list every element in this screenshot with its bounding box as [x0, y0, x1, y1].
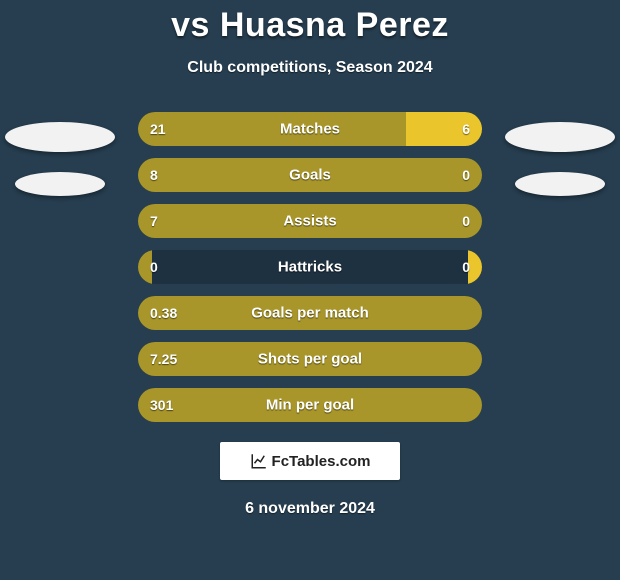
stat-row: 00Hattricks — [138, 250, 482, 284]
stat-bar-left — [138, 296, 482, 330]
stat-row: 80Goals — [138, 158, 482, 192]
player-right-avatar — [505, 122, 615, 152]
stat-bar-right — [468, 250, 482, 284]
stat-row: 0.38Goals per match — [138, 296, 482, 330]
stat-row: 216Matches — [138, 112, 482, 146]
page-subtitle: Club competitions, Season 2024 — [0, 59, 620, 77]
stat-row: 70Assists — [138, 204, 482, 238]
player-right-team-badge — [515, 172, 605, 196]
player-left-avatar — [5, 122, 115, 152]
player-left-team-badge — [15, 172, 105, 196]
stat-bar-left — [138, 342, 482, 376]
branding-text: FcTables.com — [272, 453, 371, 470]
stat-row: 301Min per goal — [138, 388, 482, 422]
stat-bar-left — [138, 112, 406, 146]
stat-bar-left — [138, 388, 482, 422]
stat-bar-right — [406, 112, 482, 146]
page-title: vs Huasna Perez — [0, 0, 620, 45]
footer-date: 6 november 2024 — [0, 500, 620, 518]
stat-bar-left — [138, 158, 482, 192]
branding-link[interactable]: FcTables.com — [220, 442, 400, 480]
stat-row: 7.25Shots per goal — [138, 342, 482, 376]
chart-icon — [250, 452, 268, 470]
stat-rows: 216Matches 80Goals 70Assists 00Hattricks 0.3… — [138, 112, 482, 434]
stat-bar-left — [138, 250, 152, 284]
stat-bar-track — [138, 250, 482, 284]
stat-bar-left — [138, 204, 482, 238]
